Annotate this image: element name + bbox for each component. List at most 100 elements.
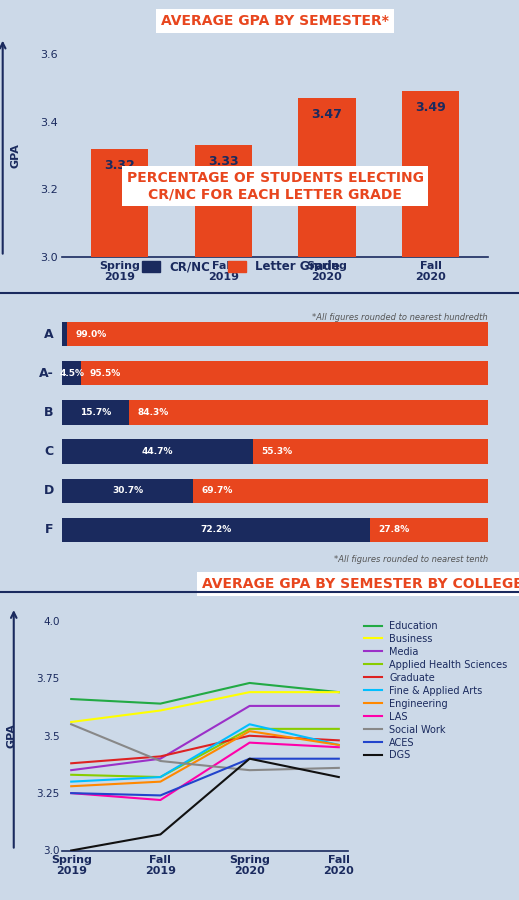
Text: PERCENTAGE OF STUDENTS ELECTING
CR/NC FOR EACH LETTER GRADE: PERCENTAGE OF STUDENTS ELECTING CR/NC FO… [127, 171, 424, 202]
Text: 44.7%: 44.7% [142, 447, 173, 456]
ACES [336, 753, 342, 764]
Applied Health Sciences [157, 771, 163, 782]
Text: 30.7%: 30.7% [112, 486, 143, 495]
Social Work [157, 756, 163, 767]
Text: *All figures rounded to nearest hundredth: *All figures rounded to nearest hundredt… [312, 313, 488, 322]
Bar [62, 518, 370, 542]
Bar [62, 479, 193, 503]
Engineering [68, 781, 74, 792]
Fine & Applied Arts [68, 776, 74, 787]
Education [336, 687, 342, 698]
Bar [62, 400, 129, 425]
Text: A: A [44, 328, 54, 340]
Text: 69.7%: 69.7% [201, 486, 233, 495]
Applied Health Sciences [68, 770, 74, 780]
Line: LAS: LAS [71, 742, 339, 800]
Bar [253, 439, 488, 464]
Line: Business: Business [71, 692, 339, 722]
Line: Social Work: Social Work [71, 724, 339, 770]
Text: 3.49: 3.49 [415, 102, 446, 114]
Applied Health Sciences [336, 724, 342, 734]
Y-axis label: GPA: GPA [11, 143, 21, 167]
Bar [91, 148, 148, 256]
Bar [62, 439, 253, 464]
Fine & Applied Arts [157, 771, 163, 782]
Text: AVERAGE GPA BY SEMESTER BY COLLEGE: AVERAGE GPA BY SEMESTER BY COLLEGE [201, 577, 519, 591]
Bar [66, 322, 488, 346]
Text: 3.33: 3.33 [208, 155, 239, 168]
Text: F: F [45, 524, 54, 536]
Text: 15.7%: 15.7% [80, 408, 111, 417]
Text: *All figures rounded to nearest tenth: *All figures rounded to nearest tenth [334, 555, 488, 564]
Text: 55.3%: 55.3% [261, 447, 292, 456]
LAS [247, 737, 253, 748]
Media [68, 765, 74, 776]
Engineering [247, 725, 253, 736]
Text: 95.5%: 95.5% [90, 369, 121, 378]
Text: D: D [44, 484, 54, 498]
Business [157, 705, 163, 716]
Line: Fine & Applied Arts: Fine & Applied Arts [71, 724, 339, 781]
Fine & Applied Arts [247, 719, 253, 730]
Bar [193, 479, 489, 503]
Graduate [247, 731, 253, 742]
Social Work [336, 762, 342, 773]
Line: Education: Education [71, 683, 339, 704]
Bar [129, 400, 488, 425]
Text: 4.5%: 4.5% [59, 369, 85, 378]
Bar [81, 361, 488, 385]
Social Work [68, 719, 74, 730]
Line: Applied Health Sciences: Applied Health Sciences [71, 729, 339, 777]
Engineering [336, 740, 342, 751]
Text: B: B [44, 406, 54, 419]
DGS [68, 845, 74, 856]
LAS [157, 795, 163, 806]
Line: ACES: ACES [71, 759, 339, 796]
Bar [195, 145, 252, 256]
Y-axis label: GPA: GPA [7, 724, 17, 748]
LAS [68, 788, 74, 798]
Education [157, 698, 163, 709]
Text: 27.8%: 27.8% [378, 526, 409, 535]
Engineering [157, 776, 163, 787]
Line: Graduate: Graduate [71, 736, 339, 763]
DGS [157, 829, 163, 840]
Business [68, 716, 74, 727]
DGS [247, 753, 253, 764]
Graduate [68, 758, 74, 769]
Graduate [157, 751, 163, 761]
Text: 3.32: 3.32 [104, 158, 135, 172]
Fine & Applied Arts [336, 740, 342, 751]
Social Work [247, 765, 253, 776]
Line: Media: Media [71, 706, 339, 770]
Line: Engineering: Engineering [71, 731, 339, 787]
Media [157, 753, 163, 764]
Text: C: C [45, 446, 54, 458]
ACES [68, 788, 74, 798]
Business [247, 687, 253, 698]
Legend: CR/NC, Letter Grade: CR/NC, Letter Grade [138, 256, 345, 278]
Applied Health Sciences [247, 724, 253, 734]
ACES [157, 790, 163, 801]
LAS [336, 742, 342, 752]
Text: 3.47: 3.47 [311, 108, 343, 121]
Text: 99.0%: 99.0% [75, 329, 106, 338]
DGS [336, 771, 342, 782]
Bar [62, 361, 81, 385]
Education [68, 694, 74, 705]
Media [247, 700, 253, 711]
Legend: Education, Business, Media, Applied Health Sciences, Graduate, Fine & Applied Ar: Education, Business, Media, Applied Heal… [364, 621, 508, 760]
Bar [298, 98, 356, 256]
Line: DGS: DGS [71, 759, 339, 850]
Text: 72.2%: 72.2% [200, 526, 231, 535]
Graduate [336, 735, 342, 746]
Education [247, 678, 253, 688]
ACES [247, 753, 253, 764]
Text: AVERAGE GPA BY SEMESTER*: AVERAGE GPA BY SEMESTER* [161, 14, 389, 28]
Bar [402, 91, 459, 256]
Text: 84.3%: 84.3% [138, 408, 169, 417]
Text: A-: A- [39, 366, 54, 380]
Business [336, 687, 342, 698]
Media [336, 700, 342, 711]
Bar [62, 322, 66, 346]
